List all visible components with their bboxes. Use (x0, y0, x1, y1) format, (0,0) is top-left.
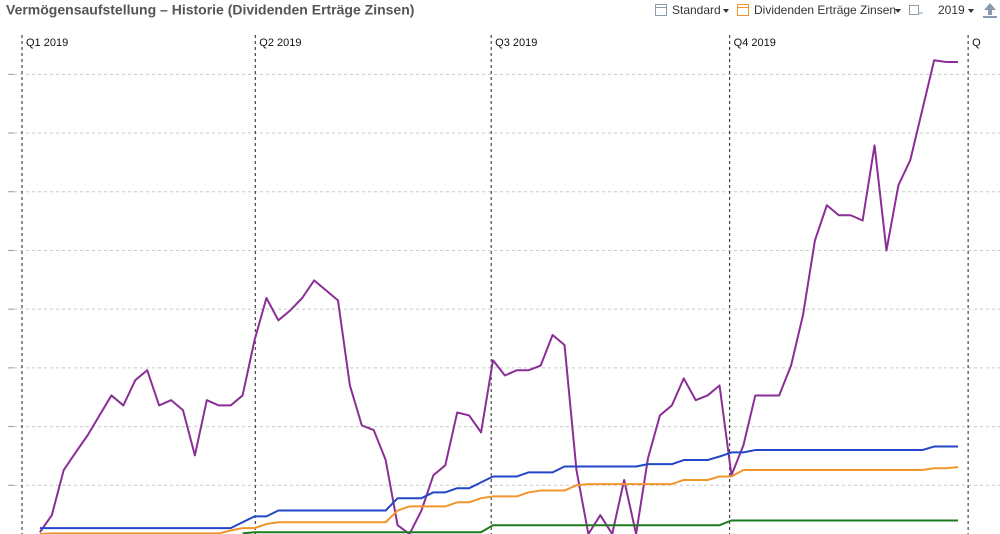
filter-label: Dividenden Erträge Zinsen (754, 3, 896, 17)
year-label: 2019 (938, 3, 965, 17)
add-icon (909, 5, 919, 15)
dropdown-arrow (895, 9, 901, 13)
export-icon-base (983, 16, 997, 18)
x-tick-label: Q1 2019 (26, 37, 68, 49)
dropdown-arrow (723, 9, 729, 13)
add-button[interactable] (909, 5, 924, 15)
export-button[interactable] (983, 3, 997, 18)
data-line (242, 519, 959, 534)
view-select[interactable]: Standard (655, 3, 730, 17)
toolbar-bg (0, 0, 1000, 30)
year-select[interactable]: 2019 (938, 3, 974, 17)
view-icon (655, 4, 667, 16)
x-tick-label: Q3 2019 (495, 37, 537, 49)
filter-icon (737, 4, 749, 16)
data-line (39, 445, 959, 530)
filter-select[interactable]: Dividenden Erträge Zinsen (737, 3, 902, 17)
x-tick-label: Q4 2019 (734, 37, 776, 49)
x-tick-label: Q2 2019 (259, 37, 301, 49)
data-line (39, 466, 959, 534)
plot-area: Q1 2019 Q2 2019 Q3 2019 Q4 2019 Q (8, 35, 1000, 534)
dropdown-arrow (968, 9, 974, 13)
chart-title: Vermögensaufstellung – Historie (Dividen… (6, 2, 414, 18)
data-line (39, 59, 959, 534)
x-tick-label: Q (972, 37, 981, 49)
export-icon (984, 3, 996, 15)
view-label: Standard (672, 3, 721, 17)
